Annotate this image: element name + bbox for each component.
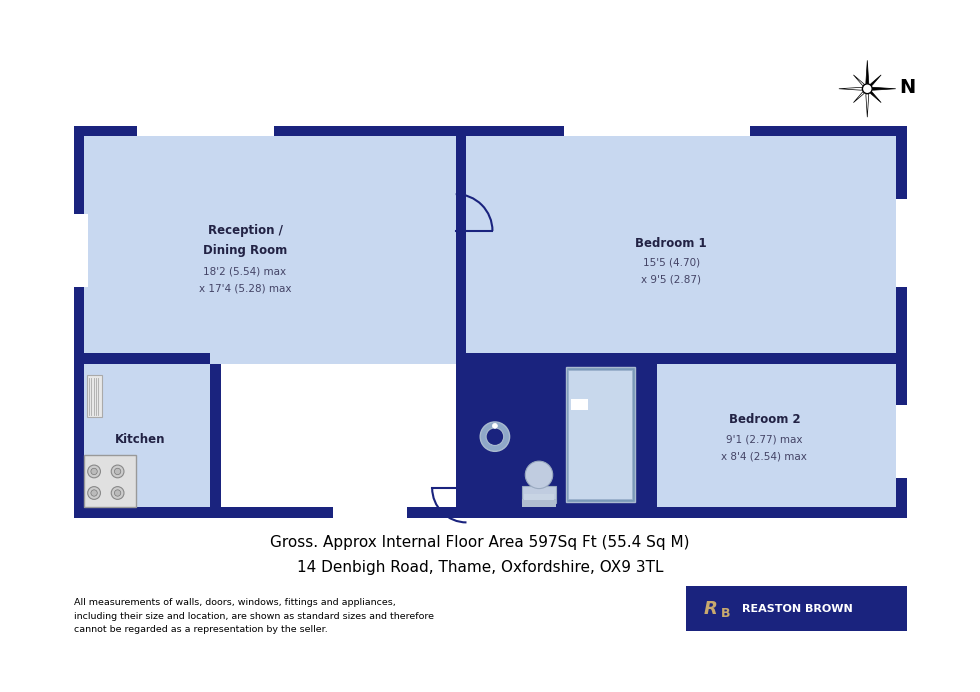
Bar bbox=[210, 364, 220, 507]
Text: x 9'5 (2.87): x 9'5 (2.87) bbox=[641, 275, 702, 285]
Bar bbox=[87, 375, 102, 417]
Text: All measurements of walls, doors, windows, fittings and appliances,
including th: All measurements of walls, doors, window… bbox=[74, 599, 433, 634]
Bar bbox=[456, 136, 466, 194]
Circle shape bbox=[486, 428, 504, 446]
Bar bbox=[896, 199, 911, 287]
Text: 9'1 (2.77) max: 9'1 (2.77) max bbox=[726, 434, 803, 444]
Bar bbox=[522, 486, 557, 503]
Text: 14 Denbigh Road, Thame, Oxfordshire, OX9 3TL: 14 Denbigh Road, Thame, Oxfordshire, OX9… bbox=[297, 560, 663, 575]
Bar bbox=[570, 399, 588, 410]
Bar bbox=[333, 504, 407, 518]
Text: Gross. Approx Internal Floor Area 597Sq Ft (55.4 Sq M): Gross. Approx Internal Floor Area 597Sq … bbox=[270, 536, 690, 550]
Text: Kitchen: Kitchen bbox=[115, 432, 165, 446]
Circle shape bbox=[480, 422, 510, 451]
Text: 15'5 (4.70): 15'5 (4.70) bbox=[643, 257, 700, 268]
Circle shape bbox=[111, 486, 123, 500]
Polygon shape bbox=[854, 89, 867, 102]
Bar bbox=[686, 586, 907, 631]
Text: Reception /: Reception / bbox=[208, 224, 282, 237]
Text: Dining Room: Dining Room bbox=[203, 244, 287, 257]
Polygon shape bbox=[839, 87, 867, 90]
Circle shape bbox=[492, 424, 497, 428]
Bar bbox=[522, 500, 557, 507]
Bar bbox=[466, 364, 646, 507]
Polygon shape bbox=[867, 75, 881, 89]
Text: Bedroom 1: Bedroom 1 bbox=[635, 237, 708, 250]
Bar bbox=[456, 354, 466, 364]
Bar bbox=[466, 354, 896, 364]
Circle shape bbox=[88, 486, 101, 500]
Circle shape bbox=[862, 84, 872, 93]
Bar bbox=[456, 228, 466, 231]
Text: x 17'4 (5.28) max: x 17'4 (5.28) max bbox=[199, 284, 291, 293]
Bar bbox=[137, 121, 274, 136]
Circle shape bbox=[115, 468, 121, 475]
Bar bbox=[466, 354, 646, 364]
Bar bbox=[466, 136, 896, 354]
Circle shape bbox=[91, 468, 97, 475]
Circle shape bbox=[91, 490, 97, 496]
Text: N: N bbox=[899, 78, 915, 98]
Circle shape bbox=[111, 465, 123, 477]
Polygon shape bbox=[867, 89, 881, 102]
Text: 18'2 (5.54) max: 18'2 (5.54) max bbox=[204, 266, 286, 277]
Bar bbox=[657, 364, 896, 507]
Circle shape bbox=[88, 465, 101, 477]
Bar bbox=[84, 354, 210, 364]
Polygon shape bbox=[867, 87, 896, 90]
Polygon shape bbox=[866, 89, 868, 117]
Bar bbox=[74, 214, 87, 287]
Bar bbox=[566, 367, 635, 502]
Bar bbox=[466, 364, 657, 507]
Bar bbox=[524, 494, 554, 500]
Bar bbox=[74, 125, 907, 518]
Polygon shape bbox=[866, 60, 868, 89]
Bar bbox=[84, 455, 135, 507]
Text: Bedroom 2: Bedroom 2 bbox=[728, 413, 801, 426]
Bar bbox=[456, 231, 466, 354]
Bar bbox=[466, 364, 646, 375]
Bar bbox=[84, 364, 210, 507]
Bar bbox=[896, 405, 911, 478]
Text: REASTON BROWN: REASTON BROWN bbox=[743, 603, 854, 614]
Text: x 8'4 (2.54) max: x 8'4 (2.54) max bbox=[721, 451, 808, 462]
Text: R: R bbox=[704, 600, 717, 618]
Bar bbox=[646, 364, 657, 507]
Bar bbox=[84, 136, 456, 507]
Circle shape bbox=[115, 490, 121, 496]
Bar bbox=[568, 370, 632, 500]
Text: B: B bbox=[721, 607, 731, 619]
Polygon shape bbox=[854, 75, 867, 89]
Bar bbox=[564, 121, 750, 136]
Bar bbox=[220, 364, 456, 507]
Circle shape bbox=[525, 461, 553, 489]
